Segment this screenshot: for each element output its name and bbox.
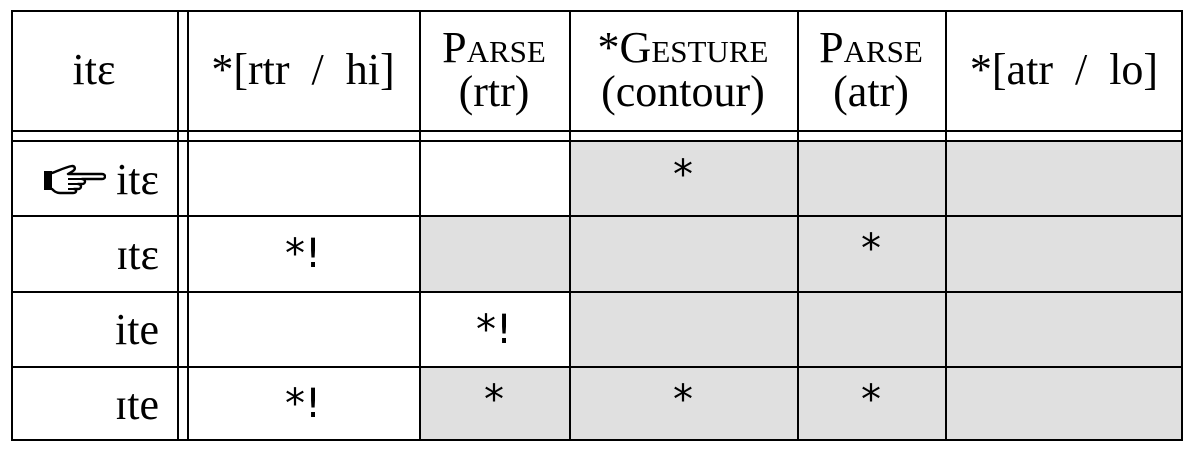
row-rule-1 bbox=[11, 215, 1183, 217]
border-top bbox=[11, 10, 1183, 12]
candidate-form-4: ɪte bbox=[115, 379, 159, 429]
input-cell: itɛ bbox=[11, 10, 177, 130]
pointing-hand-icon bbox=[44, 164, 107, 195]
border-bottom bbox=[11, 439, 1183, 441]
violation-2-4: * bbox=[797, 216, 945, 292]
input-rule-2 bbox=[187, 10, 189, 441]
constraint-header-1: *[rtr / hi] bbox=[187, 10, 419, 130]
row-rule-3 bbox=[11, 366, 1183, 368]
constraint-label-1: *[rtr / hi] bbox=[211, 45, 395, 94]
violation-3-4 bbox=[797, 292, 945, 367]
header-rule-1 bbox=[11, 130, 1183, 132]
constraint-label-3-line-2: (contour) bbox=[601, 67, 765, 116]
candidate-cell-1: itɛ bbox=[11, 142, 177, 216]
violation-2-2 bbox=[419, 216, 569, 292]
border-right bbox=[1181, 10, 1183, 441]
col-rule-4 bbox=[945, 10, 947, 441]
col-rule-3 bbox=[797, 10, 799, 441]
constraint-label-4-line-1: Parse bbox=[819, 23, 923, 72]
input-rule-1 bbox=[177, 10, 179, 441]
violation-4-5 bbox=[945, 367, 1183, 441]
constraint-header-2: Parse (rtr) bbox=[419, 10, 569, 130]
violation-2-1: *! bbox=[187, 216, 419, 292]
col-rule-2 bbox=[569, 10, 571, 441]
violation-1-2 bbox=[419, 142, 569, 216]
violation-2-5 bbox=[945, 216, 1183, 292]
candidate-form-2: ɪtɛ bbox=[116, 229, 159, 279]
violation-4-4: * bbox=[797, 367, 945, 441]
candidate-cell-4: ɪte bbox=[11, 367, 177, 441]
violation-4-3: * bbox=[569, 367, 797, 441]
constraint-header-3: *Gesture (contour) bbox=[569, 10, 797, 130]
violation-3-5 bbox=[945, 292, 1183, 367]
header-rule-2 bbox=[11, 140, 1183, 142]
constraint-header-4: Parse (atr) bbox=[797, 10, 945, 130]
constraint-label-5: *[atr / lo] bbox=[969, 45, 1159, 94]
constraint-label-3-line-1: *Gesture bbox=[597, 23, 769, 72]
violation-1-3: * bbox=[569, 142, 797, 216]
violation-1-1 bbox=[187, 142, 419, 216]
constraint-label-2-line-2: (rtr) bbox=[458, 67, 530, 116]
col-rule-1 bbox=[419, 10, 421, 441]
violation-2-3 bbox=[569, 216, 797, 292]
candidate-form-1: itɛ bbox=[116, 154, 159, 204]
candidate-cell-3: ite bbox=[11, 292, 177, 367]
constraint-label-4-line-2: (atr) bbox=[833, 67, 909, 116]
violation-1-5 bbox=[945, 142, 1183, 216]
row-rule-2 bbox=[11, 291, 1183, 293]
violation-4-1: *! bbox=[187, 367, 419, 441]
candidate-cell-2: ɪtɛ bbox=[11, 216, 177, 292]
violation-3-2: *! bbox=[419, 292, 569, 367]
violation-3-3 bbox=[569, 292, 797, 367]
ot-tableau: itɛ *[rtr / hi] Parse (rtr) *Gesture (co… bbox=[11, 10, 1183, 441]
violation-4-2: * bbox=[419, 367, 569, 441]
border-left bbox=[11, 10, 13, 441]
violation-3-1 bbox=[187, 292, 419, 367]
constraint-header-5: *[atr / lo] bbox=[945, 10, 1183, 130]
candidate-form-3: ite bbox=[115, 305, 159, 354]
constraint-label-2-line-1: Parse bbox=[442, 23, 546, 72]
input-form: itɛ bbox=[72, 45, 116, 94]
violation-1-4 bbox=[797, 142, 945, 216]
